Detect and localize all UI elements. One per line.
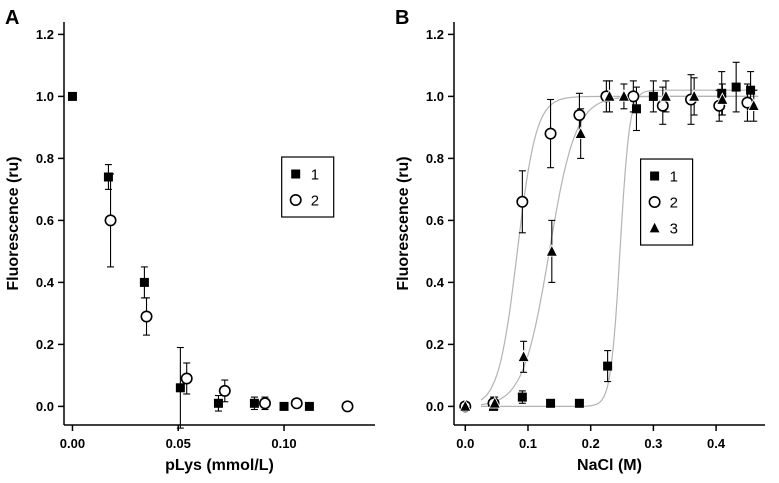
x-tick-label: 0.2: [581, 436, 599, 451]
y-tick-label: 0.2: [36, 337, 54, 352]
data-point-series-2: [140, 310, 153, 323]
data-point-series-1: [545, 398, 555, 408]
data-point-series-2: [218, 384, 231, 397]
x-tick-label: 0.10: [271, 436, 296, 451]
data-point-series-3: [573, 126, 587, 139]
data-point-series-2: [180, 372, 193, 385]
y-tick-label: 1.0: [36, 89, 54, 104]
panel-label: B: [395, 7, 409, 29]
y-tick-label: 0.2: [425, 337, 443, 352]
x-tick-label: 0.1: [518, 436, 536, 451]
data-point-series-1: [745, 85, 755, 95]
data-point-series-3: [715, 92, 729, 105]
y-tick-label: 0.4: [36, 275, 55, 290]
y-tick-label: 0.6: [425, 213, 443, 228]
data-point-series-2: [258, 397, 271, 410]
data-point-series-2: [341, 400, 354, 413]
data-point-series-1: [304, 401, 314, 411]
panel-b: 0.0 0.1 0.2 0.3 0.4 0.0 0.2 0.4 0.6 0.8 1.0 1.2 NaCl…: [390, 0, 779, 483]
data-point-series-2: [104, 214, 117, 227]
data-point-series-1: [249, 398, 259, 408]
legend-box: [639, 158, 693, 246]
legend-marker-3: [647, 220, 661, 234]
data-point-series-1: [731, 82, 741, 92]
y-tick-label: 0.0: [36, 399, 54, 414]
data-point-series-3: [487, 396, 501, 409]
fit-curve: [480, 89, 758, 407]
legend-entry-label: 3: [669, 221, 677, 238]
data-point-series-1: [213, 398, 223, 408]
y-tick-label: 0.8: [36, 151, 54, 166]
data-point-series-3: [659, 89, 672, 102]
data-point-series-1: [517, 392, 527, 402]
data-point-series-1: [602, 361, 612, 371]
data-point-series-2: [572, 109, 585, 122]
data-point-series-1: [631, 104, 641, 114]
panel-a: 0.00 0.05 0.10 0.0 0.2 0.4 0.6 0.8 1.0 1.2 pLys (m…: [5, 7, 375, 474]
legend-entry-label: 1: [311, 167, 319, 184]
y-tick-label: 0.4: [425, 275, 444, 290]
panel-label: A: [5, 7, 19, 29]
y-axis-label: Fluorescence (ru): [395, 156, 412, 290]
data-point-series-3: [602, 89, 616, 102]
data-point-series-1: [648, 91, 658, 101]
data-point-series-3: [617, 89, 630, 102]
data-point-series-1: [67, 91, 77, 101]
data-point-series-2: [544, 127, 557, 140]
legend-box: [281, 156, 335, 218]
data-point-series-1: [139, 277, 149, 287]
data-point-series-3: [544, 244, 558, 257]
data-point-series-3: [687, 89, 700, 102]
y-tick-label: 0.0: [425, 399, 443, 414]
x-tick-label: 0.05: [166, 436, 191, 451]
x-tick-label: 0.4: [707, 436, 726, 451]
y-tick-label: 1.2: [425, 27, 443, 42]
data-point-series-2: [656, 99, 669, 112]
panel-b-chart: 0.0 0.1 0.2 0.3 0.4 0.0 0.2 0.4 0.6 0.8 1.0 1.2 NaCl…: [395, 7, 765, 474]
x-axis-label: pLys (mmol/L): [165, 457, 274, 474]
data-point-series-1: [279, 401, 289, 411]
data-point-series-2: [626, 90, 639, 103]
y-axis-label: Fluorescence (ru): [5, 156, 22, 290]
data-point-series-3: [746, 98, 760, 111]
legend-entry-label: 2: [669, 195, 677, 212]
data-point-series-1: [103, 172, 113, 182]
legend-marker-1: [649, 171, 659, 181]
data-point-series-1: [175, 383, 185, 393]
legend-marker-1: [291, 169, 301, 179]
data-point-series-1: [574, 398, 584, 408]
legend-entry-label: 2: [311, 193, 319, 210]
x-tick-label: 0.0: [456, 436, 474, 451]
y-tick-label: 1.2: [36, 27, 54, 42]
panel-a-chart: 0.00 0.05 0.10 0.0 0.2 0.4 0.6 0.8 1.0 1.2 pLys (m…: [5, 7, 375, 474]
data-point-series-2: [515, 195, 528, 208]
legend-marker-2: [648, 196, 661, 209]
legend-entry-label: 1: [669, 169, 677, 186]
data-point-series-3: [458, 399, 472, 412]
y-tick-label: 0.6: [36, 213, 54, 228]
y-tick-label: 1.0: [425, 89, 443, 104]
legend-marker-2: [289, 194, 302, 207]
data-point-series-2: [290, 397, 303, 410]
x-tick-label: 0.3: [644, 436, 662, 451]
data-point-series-1: [716, 88, 726, 98]
x-axis-label: NaCl (M): [577, 457, 642, 474]
x-tick-label: 0.00: [60, 436, 85, 451]
data-point-series-3: [516, 349, 530, 363]
y-tick-label: 0.8: [425, 151, 443, 166]
